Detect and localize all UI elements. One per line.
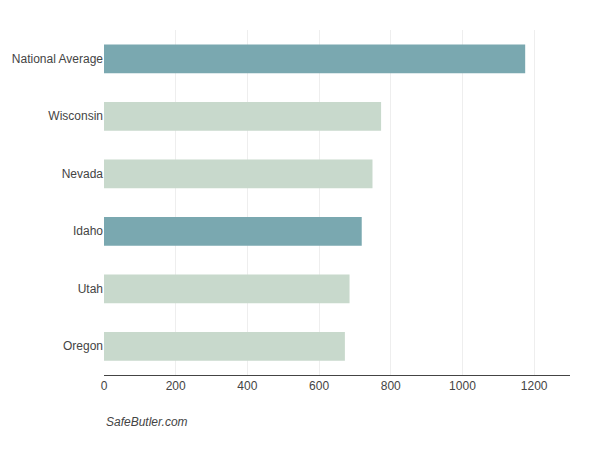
svg-text:400: 400 bbox=[237, 379, 257, 393]
svg-text:800: 800 bbox=[381, 379, 401, 393]
svg-text:200: 200 bbox=[166, 379, 186, 393]
svg-text:600: 600 bbox=[309, 379, 329, 393]
svg-text:Oregon: Oregon bbox=[63, 339, 103, 353]
svg-text:Wisconsin: Wisconsin bbox=[48, 109, 103, 123]
svg-text:Idaho: Idaho bbox=[73, 224, 103, 238]
svg-text:0: 0 bbox=[101, 379, 108, 393]
svg-text:Nevada: Nevada bbox=[62, 167, 104, 181]
svg-text:1000: 1000 bbox=[449, 379, 476, 393]
svg-text:Utah: Utah bbox=[78, 282, 103, 296]
svg-text:SafeButler.com: SafeButler.com bbox=[106, 415, 188, 429]
svg-text:National Average: National Average bbox=[12, 52, 104, 66]
svg-text:1200: 1200 bbox=[521, 379, 548, 393]
